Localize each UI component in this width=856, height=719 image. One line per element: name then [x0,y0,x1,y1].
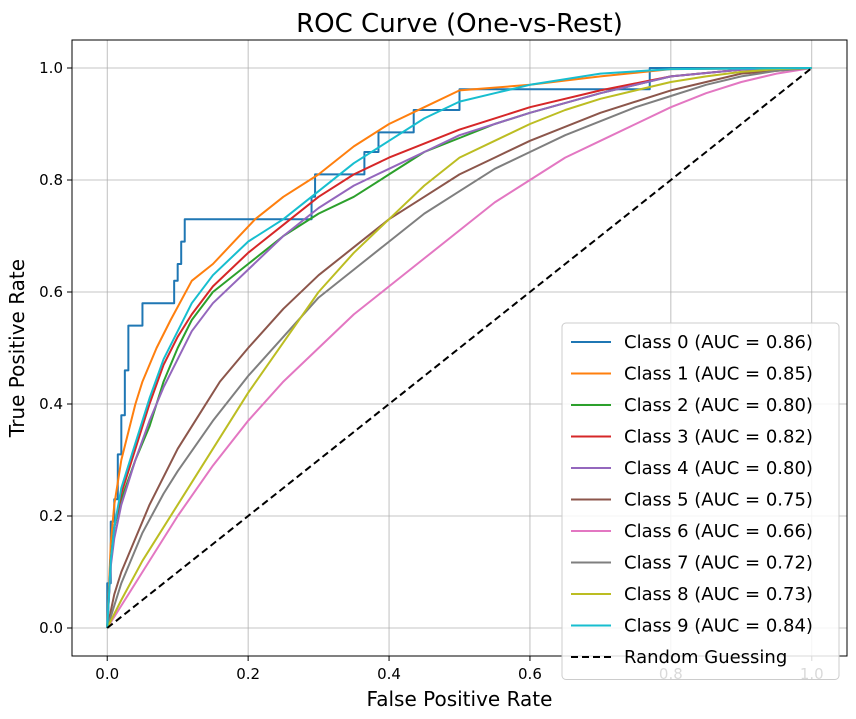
legend-entry-4: Class 4 (AUC = 0.80) [624,458,813,479]
legend: Class 0 (AUC = 0.86) Class 1 (AUC = 0.85)… [561,322,840,680]
x-tick-label: 0.0 [95,665,119,683]
legend-entry-0: Class 0 (AUC = 0.86) [624,332,813,353]
x-axis-label: False Positive Rate [367,687,553,711]
y-tick-label: 0.4 [39,395,63,413]
y-tick-label: 1.0 [39,59,63,77]
y-tick-label: 0.2 [39,507,63,525]
legend-entry-5: Class 5 (AUC = 0.75) [624,490,813,511]
chart-title: ROC Curve (One-vs-Rest) [296,9,623,39]
y-tick-label: 0.8 [39,171,63,189]
legend-entry-8: Class 8 (AUC = 0.73) [624,584,813,605]
series-layer [106,67,813,629]
series-line-10 [106,67,813,629]
series-line-3 [106,67,812,629]
legend-entry-9: Class 9 (AUC = 0.84) [624,616,813,637]
legend-entry-2: Class 2 (AUC = 0.80) [624,395,813,416]
plot-frame [71,39,848,657]
series-line-4 [106,67,812,629]
y-tick-label: 0.6 [39,283,63,301]
x-tick-label: 0.4 [377,665,401,683]
y-axis-label: True Positive Rate [5,259,29,438]
x-tick-label: 0.6 [518,665,542,683]
series-line-5 [106,67,812,629]
legend-entry-7: Class 7 (AUC = 0.72) [624,553,813,574]
legend-entry-10: Random Guessing [624,647,787,668]
y-tick-label: 0.0 [39,619,63,637]
series-line-6 [106,67,812,629]
series-line-1 [106,67,812,629]
legend-entry-1: Class 1 (AUC = 0.85) [624,364,813,385]
legend-box [561,322,840,680]
series-line-9 [106,67,812,629]
series-line-8 [106,67,812,629]
x-tick-label: 0.2 [236,665,260,683]
legend-entry-3: Class 3 (AUC = 0.82) [624,427,813,448]
series-line-7 [106,67,812,629]
legend-entry-6: Class 6 (AUC = 0.66) [624,521,813,542]
